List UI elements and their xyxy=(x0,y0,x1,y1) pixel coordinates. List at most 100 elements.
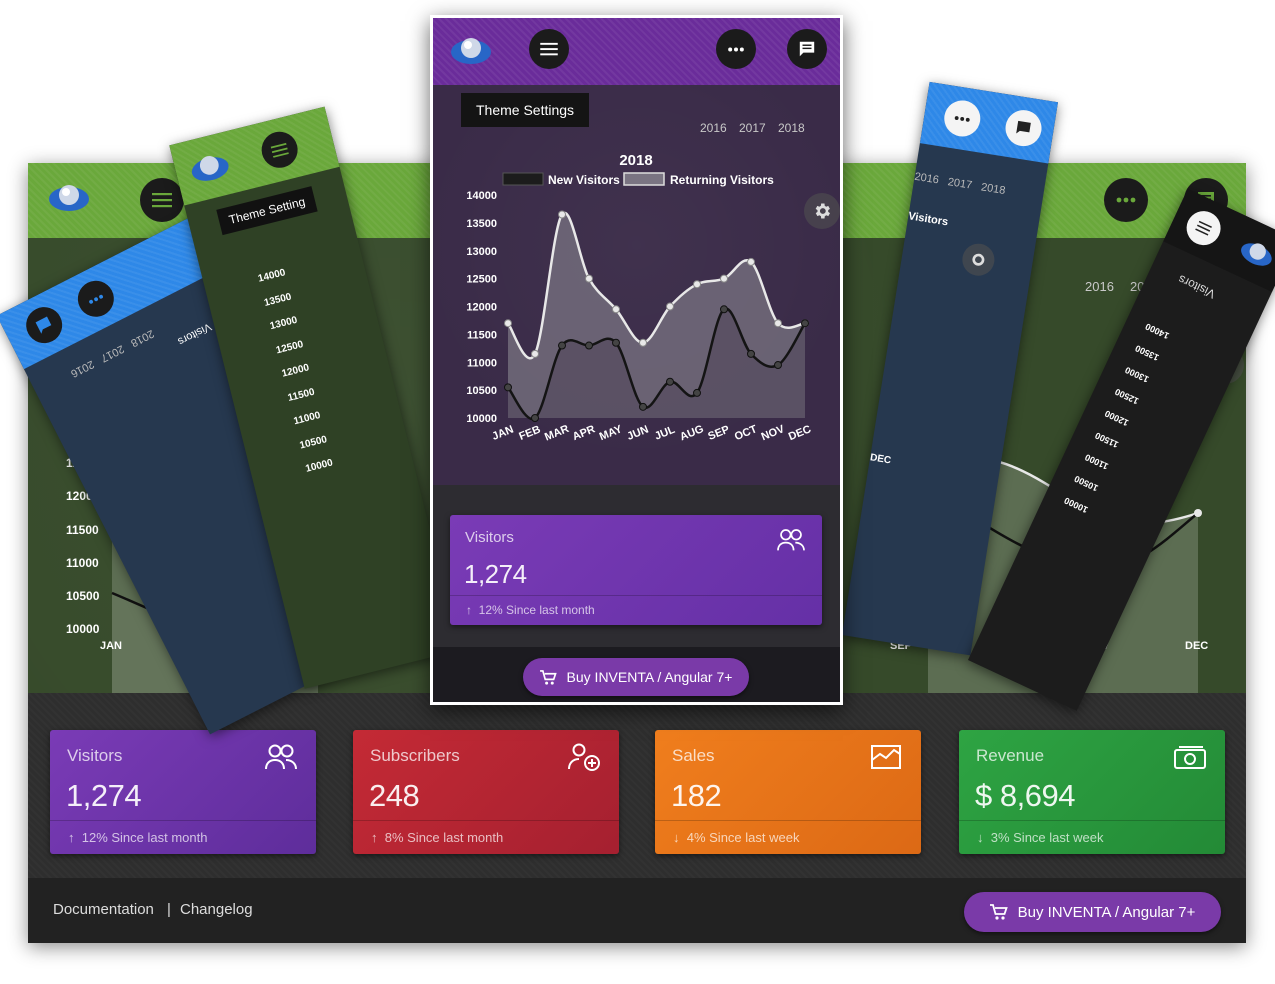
users-icon xyxy=(777,529,805,551)
preview-header xyxy=(919,81,1059,164)
point-returning-visitors xyxy=(666,302,674,311)
buy-button-label: Buy INVENTA / Angular 7+ xyxy=(1017,903,1196,921)
point-new-visitors xyxy=(558,341,566,350)
logo-icon xyxy=(1241,243,1272,266)
x-tick-label: SEP xyxy=(706,424,731,443)
back-footer: Documentation | Changelog Buy INVENTA / … xyxy=(28,878,1246,943)
chat-button[interactable] xyxy=(787,29,827,69)
stat-label: Sales xyxy=(672,746,715,765)
stat-footer: ↓ 4% Since last week xyxy=(673,830,800,845)
stat-card-revenue[interactable]: Revenue $ 8,694 ↓ 3% Since last week xyxy=(959,730,1225,854)
point-new-visitors xyxy=(693,388,701,397)
chat-icon xyxy=(799,41,815,57)
stat-value: 1,274 xyxy=(66,778,142,813)
stat-footer: ↓ 3% Since last week xyxy=(977,830,1104,845)
x-tick-label: AUG xyxy=(678,423,705,443)
y-tick-label: 11000 xyxy=(467,357,497,369)
gear-icon xyxy=(815,203,830,219)
stat-divider xyxy=(50,820,316,821)
preview-card-green-left: Theme Setting 14000 13500 13000 12500 12000… xyxy=(169,106,460,689)
stat-card-visitors[interactable]: Visitors 1,274 ↑ 12% Since last month xyxy=(450,515,822,625)
changelog-link[interactable]: Changelog xyxy=(180,901,253,918)
stat-label: Revenue xyxy=(976,746,1045,765)
point-new-visitors xyxy=(612,338,620,347)
x-tick-dec: DEC xyxy=(1185,640,1209,652)
documentation-link[interactable]: Documentation xyxy=(53,901,154,918)
settings-button[interactable] xyxy=(804,193,840,229)
front-chart-plot: 2018 New Visitors Returning Visitors 14000 1… xyxy=(466,152,813,444)
more-icon xyxy=(71,274,121,324)
stat-value: $ 8,694 xyxy=(975,778,1075,813)
year-2017[interactable]: 2017 xyxy=(739,121,766,135)
x-tick-label: DEC xyxy=(787,423,813,443)
front-footer: Buy INVENTA / Angular 7+ xyxy=(433,647,840,702)
y-tick-label: 12000 xyxy=(466,302,497,314)
preview-card-blue-right: 2016 2017 2018 Visitors DEC xyxy=(842,81,1059,656)
point-new-visitors xyxy=(585,341,593,350)
stat-label: Subscribers xyxy=(370,746,460,765)
year-2018[interactable]: 2018 xyxy=(778,121,805,135)
preview-title: Visitors xyxy=(1176,272,1218,302)
x-tick-label: JUL xyxy=(653,424,677,443)
cart-icon xyxy=(539,669,557,685)
preview-card-black-right: Visitors 10000 10500 11000 11500 12000 12500… xyxy=(968,188,1275,711)
stat-card-visitors[interactable]: Visitors 1,274 ↑ 12% Since last month xyxy=(50,730,316,854)
point-returning-visitors xyxy=(693,280,701,289)
x-tick-jan: JAN xyxy=(100,640,123,652)
y-tick: 10500 xyxy=(66,589,100,604)
y-tick-label: 13500 xyxy=(466,218,497,230)
menu-button[interactable] xyxy=(140,178,184,222)
point-new-visitors xyxy=(531,414,539,422)
x-tick-label: APR xyxy=(571,423,597,443)
buy-button[interactable]: Buy INVENTA / Angular 7+ xyxy=(523,658,749,696)
logo-icon xyxy=(451,38,491,64)
y-tick-label: 11500 xyxy=(467,329,497,341)
buy-button[interactable]: Buy INVENTA / Angular 7+ xyxy=(964,892,1221,932)
stat-value: 248 xyxy=(369,778,420,813)
x-tick-label: MAR xyxy=(543,423,571,444)
add-user-icon xyxy=(568,743,600,771)
preview-label: Visitors xyxy=(907,210,949,229)
x-tick-label: OCT xyxy=(733,423,759,443)
hamburger-icon xyxy=(152,193,172,208)
front-card: Theme Settings 2016 2017 2018 2018 New Vi… xyxy=(430,15,843,705)
stat-footer: ↑ 12% Since last month xyxy=(466,603,595,617)
stat-footer: ↑ 12% Since last month xyxy=(68,830,208,845)
users-icon xyxy=(265,744,297,770)
point-returning-visitors xyxy=(747,257,755,266)
footer-separator: | xyxy=(167,901,171,918)
point-returning-visitors xyxy=(558,210,566,219)
x-tick-label: JUN xyxy=(625,424,650,443)
cart-icon xyxy=(989,904,1008,920)
point-returning-visitors xyxy=(774,319,782,328)
buy-button-label: Buy INVENTA / Angular 7+ xyxy=(566,669,733,685)
chart-icon xyxy=(871,745,901,769)
year-2016[interactable]: 2016 xyxy=(1085,279,1114,294)
y-tick-label: 13000 xyxy=(466,246,497,258)
point-new-visitors xyxy=(720,305,728,314)
menu-icon xyxy=(257,127,302,172)
y-tick-label: 10500 xyxy=(466,385,497,397)
y-tick: 11000 xyxy=(66,555,99,570)
preview-years: 2016 2017 2018 xyxy=(913,170,1007,197)
x-tick-label: MAY xyxy=(598,423,625,443)
gear-icon xyxy=(960,241,997,279)
stat-card-subscribers[interactable]: Subscribers 248 ↑ 8% Since last month xyxy=(353,730,619,854)
more-button[interactable] xyxy=(716,29,756,69)
area-new-visitors xyxy=(508,308,805,419)
more-button[interactable] xyxy=(1104,178,1148,222)
point-new-visitors xyxy=(747,349,755,358)
y-tick: 10000 xyxy=(66,622,100,637)
chart-title: 2018 xyxy=(619,152,652,169)
point-returning-visitors xyxy=(639,338,647,347)
stat-card-sales[interactable]: Sales 182 ↓ 4% Since last week xyxy=(655,730,921,854)
preview-header xyxy=(1163,188,1275,292)
stat-divider xyxy=(353,820,619,821)
point-new-visitors xyxy=(504,383,512,392)
menu-button[interactable] xyxy=(529,29,569,69)
preview-header xyxy=(0,211,229,370)
chat-icon xyxy=(19,300,69,350)
point-returning-visitors xyxy=(531,349,539,358)
year-2016[interactable]: 2016 xyxy=(700,121,727,135)
theme-settings-tooltip[interactable]: Theme Settings xyxy=(461,93,590,127)
